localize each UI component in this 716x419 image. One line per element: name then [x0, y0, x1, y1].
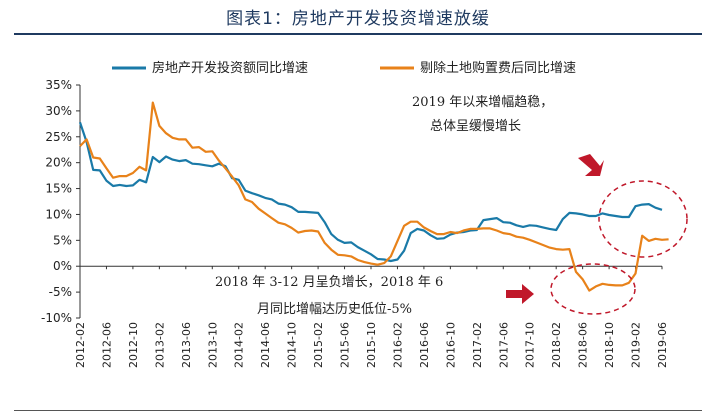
highlight-ellipse-2018 [550, 263, 636, 315]
arrow-2018 [506, 284, 534, 304]
y-tick-label: 5% [53, 233, 72, 247]
x-tick-label: 2014-10 [286, 322, 299, 368]
y-tick-label: 15% [45, 182, 72, 196]
x-tick-label: 2012-06 [100, 322, 113, 368]
series-line-2 [79, 101, 669, 292]
x-tick-label: 2015-02 [312, 322, 325, 368]
annotation-2019-line2: 总体呈缓慢增长 [430, 118, 521, 134]
x-tick-label: 2013-10 [206, 322, 219, 368]
x-tick-label: 2016-10 [444, 322, 457, 368]
legend-label-1: 房地产开发投资额同比增速 [152, 60, 308, 76]
chart-title: 图表1：房地产开发投资增速放缓 [226, 9, 490, 29]
y-tick-label: 0% [53, 259, 72, 273]
x-tick-label: 2012-02 [74, 322, 87, 368]
x-tick-label: 2015-10 [365, 322, 378, 368]
x-tick-label: 2013-02 [153, 322, 166, 368]
x-tick-label: 2014-02 [233, 322, 246, 368]
annotation-2018-line2: 月同比增幅达历史低位-5% [257, 302, 412, 317]
y-tick-label: -10% [41, 311, 72, 325]
series-line-1 [78, 121, 663, 263]
annotation-2018-line1: 2018 年 3-12 月呈负增长，2018 年 6 [215, 275, 443, 290]
annotation-2019-line1: 2019 年以来增幅趋稳， [412, 94, 553, 110]
x-tick-label: 2019-02 [630, 322, 643, 368]
y-tick-label: 25% [45, 130, 72, 144]
x-tick-label: 2015-06 [339, 322, 352, 368]
y-tick-label: 10% [45, 207, 72, 221]
x-tick-label: 2018-10 [603, 322, 616, 368]
x-tick-label: 2018-02 [550, 322, 563, 368]
title-rule [14, 33, 702, 35]
bottom-rule [14, 410, 702, 411]
legend-label-2: 剔除土地购置费后同比增速 [420, 60, 576, 76]
arrow-2019 [578, 154, 604, 176]
x-tick-label: 2017-02 [471, 322, 484, 368]
y-tick-label: 30% [45, 104, 72, 118]
x-tick-label: 2017-06 [497, 322, 510, 368]
x-tick-label: 2012-10 [127, 322, 140, 368]
x-tick-label: 2014-06 [259, 322, 272, 368]
x-tick-label: 2018-06 [577, 322, 590, 368]
x-tick-label: 2017-10 [524, 322, 537, 368]
chart-title-bar: 图表1：房地产开发投资增速放缓 [0, 0, 716, 34]
highlight-ellipse-2019 [598, 180, 688, 258]
x-tick-label: 2016-06 [418, 322, 431, 368]
x-tick-label: 2019-06 [656, 322, 669, 368]
y-tick-label: 20% [45, 156, 72, 170]
x-tick-label: 2016-02 [391, 322, 404, 368]
y-tick-label: -5% [49, 285, 72, 299]
y-tick-label: 35% [45, 78, 72, 92]
x-tick-label: 2013-06 [180, 322, 193, 368]
